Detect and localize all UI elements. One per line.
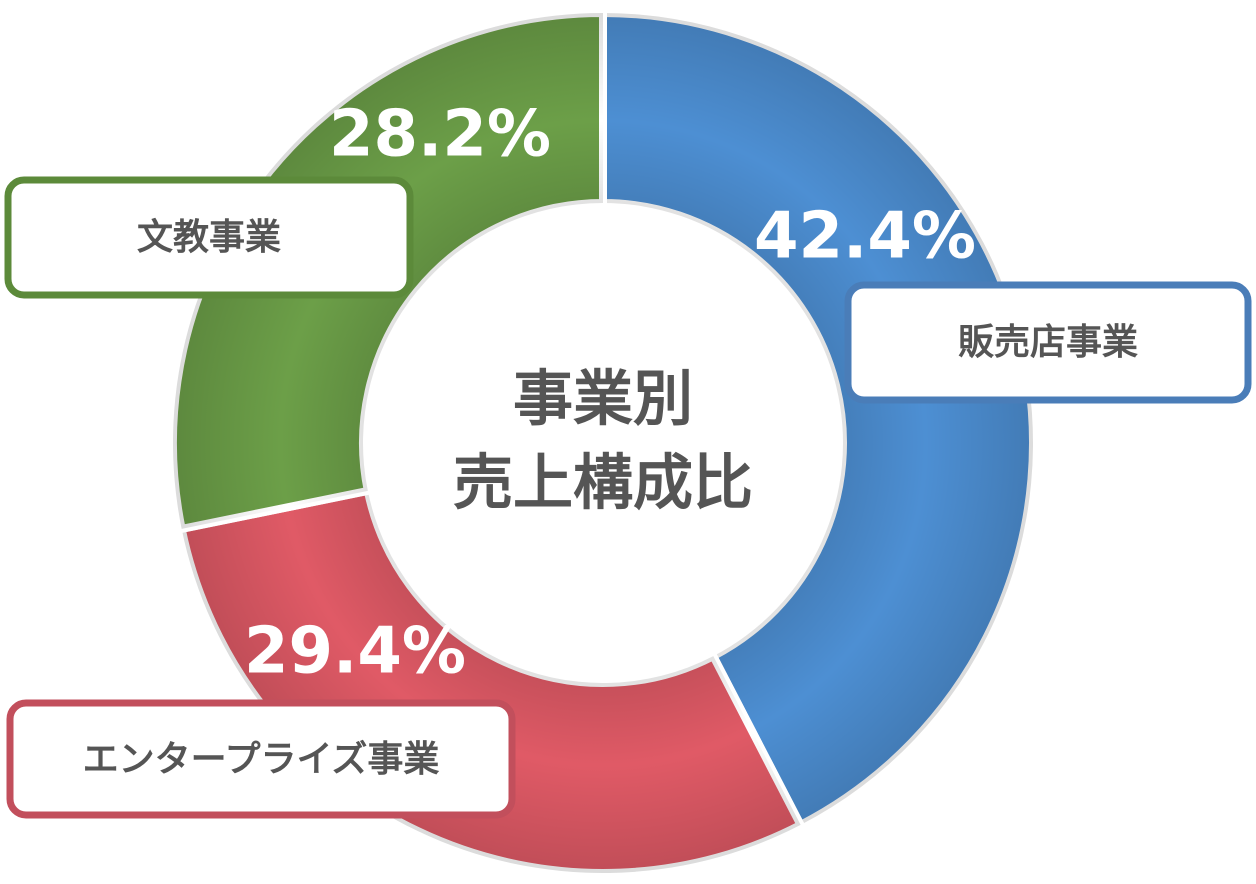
label-box: [4, 176, 414, 299]
value-label: 29.4%: [244, 615, 466, 689]
category-label: 販売店事業: [958, 322, 1138, 363]
center-title: 売上構成比: [453, 449, 753, 519]
category-label: エンタープライズ事業: [83, 738, 440, 780]
category-label: 文教事業: [137, 217, 281, 258]
label-box: [6, 699, 516, 819]
value-label: 42.4%: [754, 200, 976, 274]
label-box: [844, 281, 1252, 404]
slice-shade: [603, 13, 1033, 825]
center-title: 事業別: [513, 365, 693, 435]
value-label: 28.2%: [329, 98, 551, 172]
